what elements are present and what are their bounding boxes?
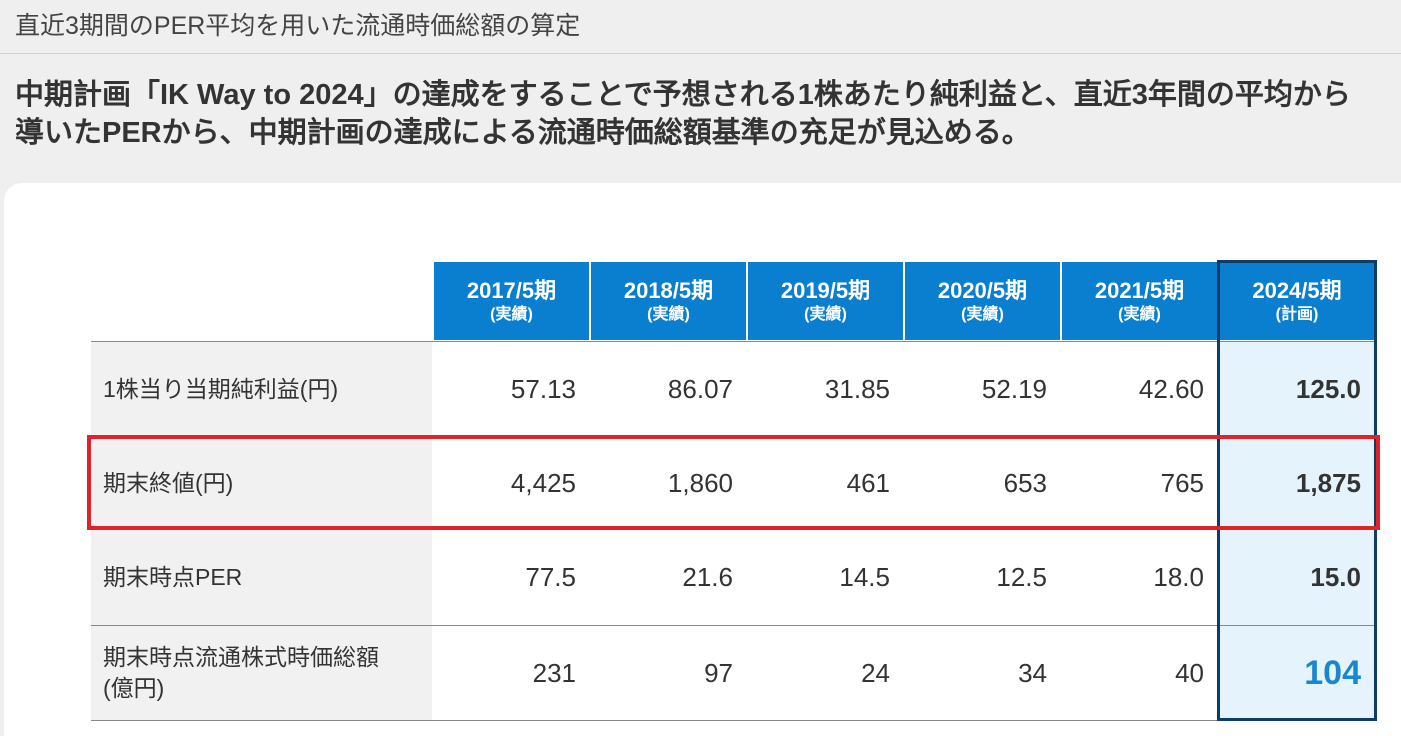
column-type: (実績): [1118, 306, 1161, 323]
row-label-unit: (億円): [103, 675, 165, 701]
row-label-per: 期末時点PER: [91, 530, 432, 625]
table-cell: 12.5: [996, 562, 1047, 592]
lead-line-1: 中期計画「IK Way to 2024」の達成をすることで予想される1株あたり純…: [15, 79, 1351, 111]
row-divider: [91, 625, 1377, 626]
table-cell: 97: [704, 657, 733, 688]
column-header-2021: 2021/5期 (実績): [1062, 262, 1217, 340]
column-header-2020: 2020/5期 (実績): [905, 262, 1060, 340]
lead-line-2: 導いたPERから、中期計画の達成による流通時価総額基準の充足が見込める。: [15, 117, 1031, 149]
table-cell: 4,425: [510, 468, 576, 498]
table-cell: 461: [846, 468, 890, 498]
lead-statement: 中期計画「IK Way to 2024」の達成をすることで予想される1株あたり純…: [15, 76, 1401, 152]
table-cell: 86.07: [667, 374, 733, 404]
column-header-2017: 2017/5期 (実績): [434, 262, 589, 340]
column-year: 2020/5期: [937, 278, 1028, 303]
row-label-closing-price: 期末終値(円): [91, 438, 432, 529]
row-label-eps: 1株当り当期純利益(円): [91, 342, 432, 437]
row-label-text: 1株当り当期純利益(円): [103, 376, 339, 402]
column-type: (実績): [961, 306, 1004, 323]
table-cell: 1,860: [667, 468, 733, 498]
table-cell: 40: [1175, 657, 1204, 688]
plan-cell: 1,875: [1219, 438, 1375, 529]
row-label-text: 期末時点PER: [103, 564, 243, 590]
column-header-2019: 2019/5期 (実績): [748, 262, 903, 340]
table-cell: 31.85: [824, 374, 890, 404]
column-year: 2024/5期: [1252, 278, 1342, 303]
column-header-2024-plan: 2024/5期 (計画): [1219, 262, 1375, 340]
row-label-text: 期末時点流通株式時価総額: [103, 644, 379, 670]
column-year: 2021/5期: [1094, 278, 1185, 303]
table-cell: 21.6: [682, 562, 733, 592]
row-divider: [91, 341, 1377, 342]
row-label-market-cap: 期末時点流通株式時価総額 (億円): [91, 626, 432, 720]
table-cell: 18.0: [1153, 562, 1204, 592]
table-cell: 765: [1160, 468, 1204, 498]
column-year: 2019/5期: [780, 278, 871, 303]
title-divider: [0, 53, 1401, 54]
row-divider: [91, 720, 1377, 721]
column-year: 2017/5期: [466, 278, 557, 303]
slide-title: 直近3期間のPER平均を用いた流通時価総額の算定: [15, 12, 581, 40]
row-label-text: 期末終値(円): [103, 470, 234, 496]
column-header-2018: 2018/5期 (実績): [591, 262, 746, 340]
table-cell: 42.60: [1138, 374, 1204, 404]
column-type: (実績): [804, 306, 847, 323]
column-type: (実績): [490, 306, 533, 323]
table-cell: 231: [532, 657, 576, 688]
table-cell: 24: [861, 657, 890, 688]
plan-cell-market-cap: 104: [1219, 626, 1375, 720]
plan-cell: 15.0: [1219, 530, 1375, 625]
table-cell: 77.5: [525, 562, 576, 592]
table-cell: 653: [1003, 468, 1047, 498]
column-type: (計画): [1275, 306, 1319, 323]
column-year: 2018/5期: [623, 278, 714, 303]
column-type: (実績): [647, 306, 690, 323]
plan-cell: 125.0: [1219, 342, 1375, 437]
table-cell: 34: [1018, 657, 1047, 688]
table-cell: 14.5: [839, 562, 890, 592]
table-cell: 57.13: [510, 374, 576, 404]
table-cell: 52.19: [981, 374, 1047, 404]
